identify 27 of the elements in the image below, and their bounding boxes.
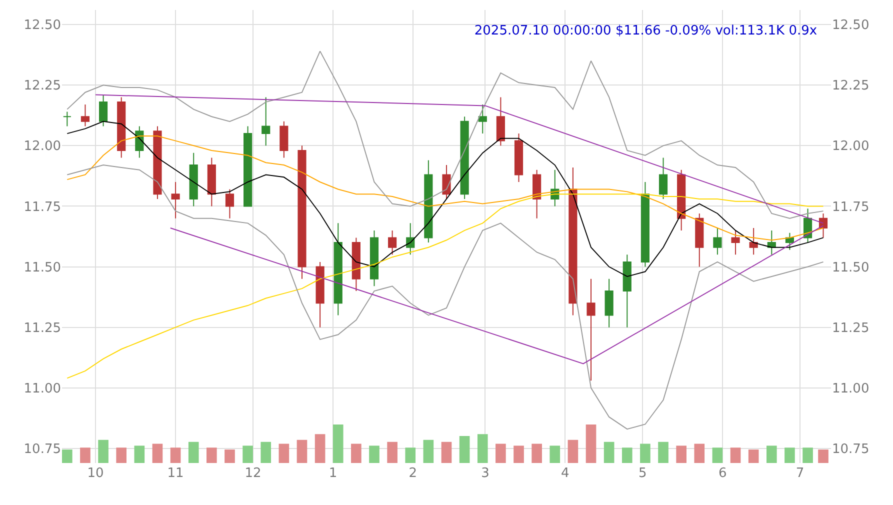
x-tick-label: 1	[328, 466, 338, 481]
y-tick-label: 12.50	[24, 18, 61, 34]
y2-tick-label: 12.50	[832, 18, 870, 34]
y-tick-label: 10.75	[24, 442, 61, 458]
text: 2025.07.10 00:00:00 $11.66 -0.09% vol:113.1K 0.9x	[474, 23, 818, 38]
y2-tick-label: 11.25	[832, 320, 870, 336]
x-tick-label: 11	[167, 466, 184, 481]
y-tick-label: 11.75	[24, 200, 61, 215]
y-tick-label: 11.00	[24, 381, 61, 396]
y-tick-label: 11.25	[24, 320, 61, 336]
y-tick-label: 12.25	[24, 78, 61, 94]
x-tick-label: 7	[796, 466, 804, 481]
y-tick-label: 12.00	[24, 139, 61, 154]
y2-tick-label: 12.25	[832, 78, 870, 94]
x-tick-label: 5	[638, 466, 647, 481]
y2-tick-label: 10.75	[832, 442, 870, 458]
y2-tick-label: 11.00	[832, 381, 870, 396]
x-tick-label: 10	[87, 466, 104, 481]
y2-tick-label: 11.50	[832, 260, 870, 276]
x-tick-label: 12	[244, 466, 262, 481]
y2-tick-label: 11.75	[832, 200, 870, 215]
y-tick-label: 11.50	[24, 260, 61, 276]
x-tick-label: 6	[718, 466, 727, 481]
x-tick-label: 3	[481, 466, 490, 481]
x-tick-label: 2	[408, 466, 418, 481]
x-tick-label: 4	[561, 466, 570, 481]
y2-tick-label: 12.00	[832, 139, 870, 154]
